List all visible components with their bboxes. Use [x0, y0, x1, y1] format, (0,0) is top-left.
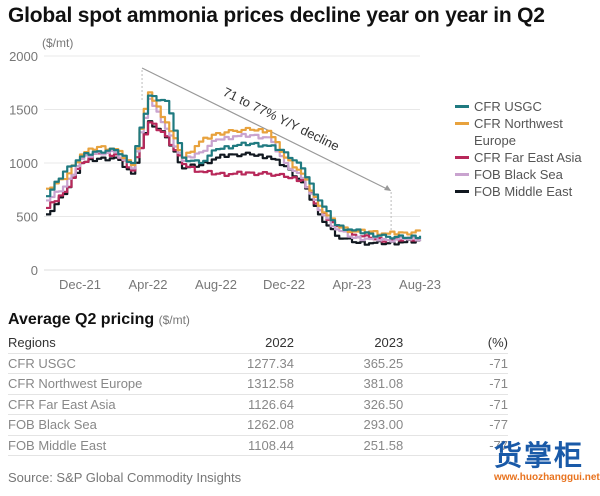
legend-label: CFR Northwest Europe — [474, 116, 563, 148]
table-row: FOB Black Sea 1262.08 293.00 -77 — [8, 415, 508, 435]
annotation-label: 71 to 77% Y/Y decline — [221, 84, 342, 154]
value-2022: 1312.58 — [247, 376, 295, 392]
pct-change: -71 — [489, 396, 508, 412]
table-row: CFR Far East Asia 1126.64 326.50 -71 — [8, 394, 508, 415]
legend-item: CFR USGC — [455, 98, 599, 115]
y-tick-label: 1000 — [9, 156, 38, 171]
legend-item: FOB Middle East — [455, 183, 599, 200]
y-tick-label: 0 — [31, 263, 38, 278]
region-cell: CFR Far East Asia — [8, 396, 116, 412]
legend-label: FOB Black Sea — [474, 167, 563, 182]
value-2022: 1277.34 — [247, 355, 295, 371]
value-2022: 1126.64 — [247, 396, 295, 412]
table-row: FOB Middle East 1108.44 251.58 -77 — [8, 435, 508, 456]
pct-change: -77 — [489, 437, 508, 453]
source-note: Source: S&P Global Commodity Insights — [8, 470, 242, 485]
table-unit: ($/mt) — [158, 313, 190, 327]
value-2023: 251.58 — [363, 437, 404, 453]
pricing-table: Regions 2022 2023 (%) CFR USGC 1277.34 365… — [8, 333, 508, 456]
region-cell: CFR Northwest Europe — [8, 376, 143, 392]
x-tick-label: Dec-21 — [59, 277, 101, 292]
legend-label: FOB Middle East — [474, 184, 573, 199]
x-tick-label: Dec-22 — [263, 277, 305, 292]
series-line-fob-middle-east — [46, 120, 422, 246]
x-tick-label: Apr-23 — [332, 277, 371, 292]
header-2022: 2022 — [265, 335, 295, 351]
legend-item: FOB Black Sea — [455, 166, 599, 183]
value-2023: 365.25 — [363, 355, 404, 371]
watermark-url: www.huozhanggui.net — [494, 472, 600, 483]
table-title-text: Average Q2 pricing — [8, 311, 155, 328]
legend-swatch — [455, 122, 469, 125]
legend-swatch — [455, 173, 469, 176]
chart-title: Global spot ammonia prices decline year … — [8, 4, 545, 27]
legend-swatch — [455, 190, 469, 193]
x-tick-label: Aug-23 — [399, 277, 441, 292]
region-cell: FOB Black Sea — [8, 417, 97, 433]
legend-item: CFR Far East Asia — [455, 149, 599, 166]
y-tick-label: 500 — [16, 210, 38, 225]
watermark-logo: 货掌柜 www.huozhanggui.net — [494, 434, 600, 496]
x-tick-label: Apr-22 — [128, 277, 167, 292]
line-chart: 0 500 1000 1500 2000 Dec-21 Apr-22 Aug-22 Dec-2… — [9, 49, 441, 292]
pct-change: -71 — [489, 355, 508, 371]
legend-label: CFR Far East Asia — [474, 150, 582, 165]
value-2022: 1108.44 — [247, 437, 295, 453]
table-title: Average Q2 pricing ($/mt) — [8, 311, 190, 329]
pct-change: -77 — [489, 417, 508, 433]
region-cell: FOB Middle East — [8, 437, 107, 453]
chart-legend: CFR USGC CFR Northwest Europe CFR Far Ea… — [455, 98, 599, 200]
header-2023: 2023 — [374, 335, 404, 351]
value-2023: 326.50 — [363, 396, 404, 412]
table-row: CFR Northwest Europe 1312.58 381.08 -71 — [8, 374, 508, 394]
header-pct: (%) — [487, 335, 508, 351]
legend-swatch — [455, 105, 469, 108]
x-tick-label: Aug-22 — [195, 277, 237, 292]
legend-label: CFR USGC — [474, 99, 542, 114]
pct-change: -71 — [489, 376, 508, 392]
y-axis-unit: ($/mt) — [42, 36, 74, 50]
value-2022: 1262.08 — [247, 417, 295, 433]
value-2023: 381.08 — [363, 376, 404, 392]
series-line-cfr-usgc — [46, 94, 422, 240]
y-tick-label: 2000 — [9, 49, 38, 64]
table-row: CFR USGC 1277.34 365.25 -71 — [8, 353, 508, 374]
arrow-head — [384, 185, 392, 191]
y-tick-label: 1500 — [9, 103, 38, 118]
value-2023: 293.00 — [363, 417, 404, 433]
region-cell: CFR USGC — [8, 355, 76, 371]
series-line-fob-black-sea — [46, 97, 422, 243]
series-line-cfr-northwest-europe — [46, 91, 422, 236]
legend-item: CFR Northwest Europe — [455, 115, 599, 149]
table-header-row: Regions 2022 2023 (%) — [8, 333, 508, 353]
legend-swatch — [455, 156, 469, 159]
decline-arrow — [141, 67, 390, 191]
header-regions: Regions — [8, 335, 56, 351]
watermark-chars: 货掌柜 — [494, 439, 585, 472]
